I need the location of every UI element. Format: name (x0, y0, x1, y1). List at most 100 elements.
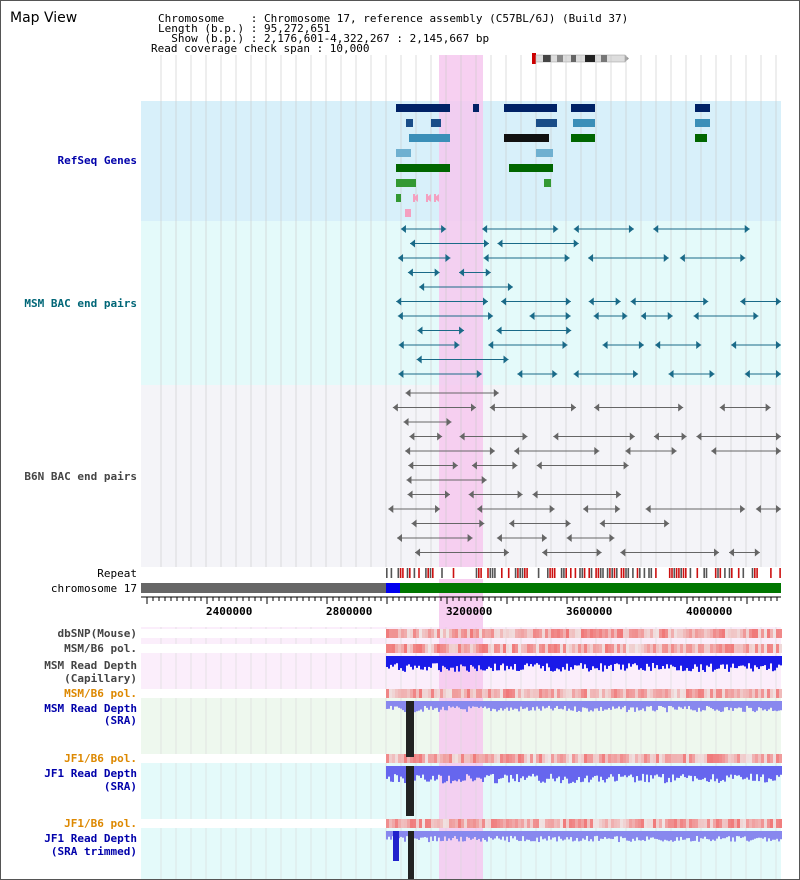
track-label-jf1-read-depth-sra[interactable]: JF1 Read Depth (44, 767, 137, 780)
msm-b6-pol-sra-strip-cell (551, 689, 554, 698)
dbsnp-strip-cell (683, 629, 686, 638)
jf1-trimmed-depth-bar (510, 831, 512, 836)
msm-sra-depth-bar (450, 701, 452, 708)
dbsnp-strip-cell (407, 629, 410, 638)
track-label-refseq[interactable]: RefSeq Genes (57, 154, 137, 167)
jf1-b6-pol-strip-cell (665, 754, 668, 763)
msm-sra-depth-bar (442, 701, 444, 707)
msm-bac-pair-end (459, 326, 465, 335)
msm-bac-pair-end (416, 355, 422, 364)
jf1-sra-depth-bar (688, 766, 690, 776)
msm-capillary-depth-bar (660, 656, 662, 670)
jf1-sra-depth-bar (738, 766, 740, 776)
track-label-jf1-b6-pol[interactable]: JF1/B6 pol. (64, 752, 137, 765)
jf1-sra-depth-bar (730, 766, 732, 775)
jf1-b6-pol-2-strip-cell (491, 819, 494, 828)
track-label-msm-bac[interactable]: MSM BAC end pairs (24, 297, 137, 310)
msm-b6-pol-strip-cell (524, 644, 527, 653)
jf1-sra-depth-bar (698, 766, 700, 780)
msm-b6-pol-strip-cell (443, 644, 446, 653)
jf1-b6-pol-strip-cell (722, 754, 725, 763)
jf1-b6-pol-2-strip-cell (443, 819, 446, 828)
msm-capillary-depth-bar (632, 656, 634, 665)
jf1-b6-pol-2-strip-cell (701, 819, 704, 828)
jf1-sra-depth-bar (766, 766, 768, 783)
b6n-bac-pair-end (596, 548, 602, 557)
repeat-element (441, 568, 443, 578)
jf1-trimmed-depth-bar (506, 831, 508, 837)
msm-b6-pol-sra-strip-cell (545, 689, 548, 698)
msm-b6-pol-strip-cell (767, 644, 770, 653)
track-label-b6n-bac[interactable]: B6N BAC end pairs (24, 470, 137, 483)
jf1-trimmed-depth-bar (494, 831, 496, 839)
jf1-trimmed-depth-bar (478, 831, 480, 839)
jf1-b6-pol-2-strip-cell (560, 819, 563, 828)
jf1-b6-pol-2-strip-cell (431, 819, 434, 828)
dbsnp-strip-cell (704, 629, 707, 638)
b6n-bac-pair-end (541, 534, 547, 542)
track-label-msm-b6-pol[interactable]: MSM/B6 pol. (64, 642, 137, 655)
msm-sra-depth-bar (548, 701, 550, 706)
track-label-jf1-b6-pol-2[interactable]: JF1/B6 pol. (64, 817, 137, 830)
msm-sra-depth-bar (424, 701, 426, 707)
msm-sra-depth-bar (400, 701, 402, 709)
jf1-b6-pol-strip-cell (740, 754, 743, 763)
msm-sra-depth-bar (452, 701, 454, 707)
track-label-msm-read-depth-sra[interactable]: MSM Read Depth (44, 702, 137, 715)
dbsnp-strip-cell (593, 629, 596, 638)
jf1-sra-depth-bar (432, 766, 434, 776)
track-label-jf1-read-depth-trimmed[interactable]: JF1 Read Depth (44, 832, 137, 845)
b6n-bac-pair-end (437, 432, 443, 441)
msm-b6-pol-sra-strip-cell (767, 689, 770, 698)
msm-capillary-depth-bar (670, 656, 672, 665)
dbsnp-strip-cell (584, 629, 587, 638)
msm-b6-pol-strip-cell (587, 644, 590, 653)
msm-bac-pair-end (776, 341, 781, 349)
msm-bac-pair-end (667, 312, 673, 320)
b6n-bac-pair-end (678, 403, 684, 412)
msm-sra-depth-bar (696, 701, 698, 712)
msm-sra-depth-bar (578, 701, 580, 711)
jf1-b6-pol-2-strip-cell (674, 819, 677, 828)
gene-feature (409, 134, 450, 142)
repeat-element (613, 568, 616, 578)
jf1-b6-pol-2-strip-cell (728, 819, 731, 828)
msm-capillary-depth-bar (714, 656, 716, 670)
msm-bac-pair-end (573, 370, 579, 378)
chromosome-ideogram[interactable] (529, 52, 629, 66)
msm-b6-pol-strip-cell (515, 644, 518, 653)
dbsnp-strip-cell (614, 629, 617, 638)
jf1-b6-pol-strip-cell (710, 754, 713, 763)
jf1-trimmed-depth-bar (578, 831, 580, 842)
dbsnp-strip-cell (437, 629, 440, 638)
msm-sra-depth-bar (608, 701, 610, 709)
msm-capillary-depth-bar (730, 656, 732, 668)
jf1-trimmed-depth-bar (540, 831, 542, 837)
jf1-b6-pol-2-strip-cell (473, 819, 476, 828)
msm-b6-pol-strip-cell (686, 644, 689, 653)
jf1-trimmed-depth-bar (538, 831, 540, 843)
jf1-sra-depth-bar (620, 766, 622, 777)
jf1-trimmed-depth-bar (728, 831, 730, 837)
msm-b6-pol-strip-cell (698, 644, 701, 653)
jf1-trimmed-depth-bar (598, 831, 600, 841)
track-label-msm-b6-pol-sra[interactable]: MSM/B6 pol. (64, 687, 137, 700)
jf1-trimmed-depth-bar (422, 831, 424, 838)
jf1-sra-depth-bar (582, 766, 584, 782)
msm-sra-depth-bar (650, 701, 652, 706)
jf1-trimmed-depth-bar (638, 831, 640, 841)
msm-capillary-depth-bar (540, 656, 542, 669)
msm-bac-pair-end (483, 239, 489, 248)
msm-sra-depth-bar (762, 701, 764, 711)
msm-b6-pol-strip-cell (773, 644, 776, 653)
dbsnp-strip-cell (710, 629, 713, 638)
repeat-element (728, 568, 731, 578)
track-label-dbsnp[interactable]: dbSNP(Mouse) (57, 627, 137, 640)
track-label-msm-read-depth-capillary[interactable]: MSM Read Depth (44, 659, 137, 672)
msm-sra-depth-bar (438, 701, 440, 712)
msm-b6-pol-strip-cell (695, 644, 698, 653)
jf1-b6-pol-2-strip-cell (551, 819, 554, 828)
jf1-trimmed-depth-bar (418, 831, 420, 840)
jf1-b6-pol-strip-cell (572, 754, 575, 763)
